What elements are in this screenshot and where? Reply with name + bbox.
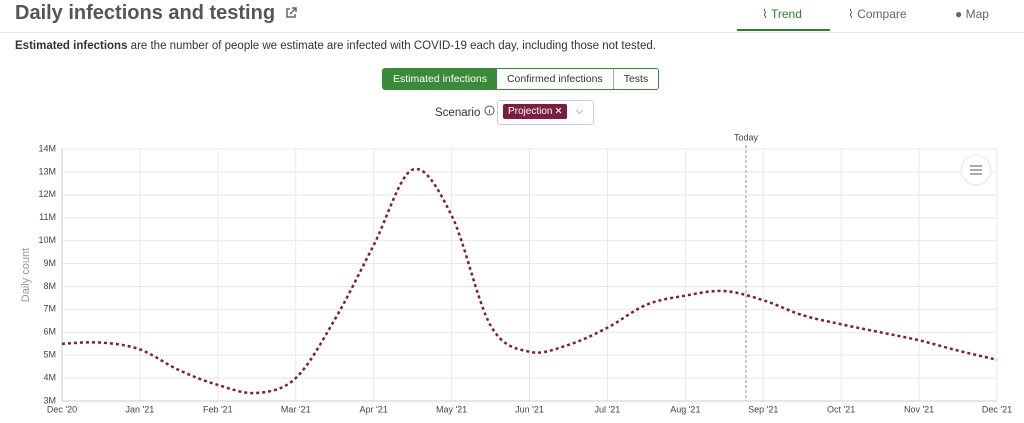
y-tick-label: 7M — [43, 304, 56, 314]
x-tick-label: Feb '21 — [203, 404, 233, 414]
x-tick-label: Oct '21 — [827, 404, 855, 414]
x-tick-label: Dec '20 — [47, 404, 77, 414]
x-tick-label: Mar '21 — [281, 404, 311, 414]
y-tick-label: 12M — [38, 189, 56, 199]
x-tick-label: May '21 — [436, 404, 467, 414]
x-tick-label: Jul '21 — [595, 404, 621, 414]
info-icon[interactable] — [484, 105, 495, 116]
description: Estimated infections are the number of p… — [15, 40, 656, 52]
chevron — [575, 109, 584, 115]
toggle-button[interactable]: Tests — [612, 69, 659, 89]
y-tick-label: 10M — [38, 235, 56, 245]
chip-remove[interactable] — [555, 107, 562, 114]
tab-label: Compare — [857, 7, 907, 21]
tab[interactable]: ● Map — [955, 7, 989, 21]
description-bold: Estimated infections — [15, 40, 128, 52]
y-tick-label: 4M — [43, 372, 56, 382]
settings-icon — [970, 165, 982, 175]
scenario-text: Scenario — [435, 107, 481, 119]
x-tick-label: Apr '21 — [360, 404, 388, 414]
chip: Projection — [503, 104, 568, 119]
y-tick-label: 13M — [38, 166, 56, 176]
description-text: are the number of people we estimate are… — [130, 40, 656, 52]
x-tick-label: Aug '21 — [670, 404, 700, 414]
page-title: Daily infections and testing — [15, 2, 297, 25]
tab-underline — [737, 29, 830, 31]
x-tick-label: Jun '21 — [515, 404, 544, 414]
title-text: Daily infections and testing — [15, 2, 276, 24]
y-tick-label: 8M — [43, 281, 56, 291]
y-tick-label: 5M — [43, 350, 56, 360]
chip-text: Projection — [508, 106, 553, 117]
toggle-button[interactable]: Estimated infections — [383, 69, 497, 89]
x-tick-label: Nov '21 — [904, 404, 934, 414]
y-tick-label: 3M — [43, 395, 56, 405]
y-tick-label: 11M — [39, 212, 56, 222]
divider — [0, 32, 1024, 33]
y-tick-label: 14M — [38, 143, 56, 153]
y-tick-label: 6M — [43, 327, 56, 337]
toggle-group: Estimated infections Confirmed infections… — [382, 68, 660, 90]
x-tick-label: Sep '21 — [748, 404, 778, 414]
x-tick-label: Jan '21 — [126, 404, 155, 414]
tab[interactable]: ⌇ Trend — [762, 7, 802, 21]
tab[interactable]: ⌇ Compare — [848, 7, 907, 21]
x-tick-label: Dec '21 — [982, 404, 1012, 414]
scenario-select[interactable]: Projection — [497, 100, 594, 125]
tab-label: Map — [965, 7, 989, 21]
scenario-label: Scenario — [435, 105, 495, 119]
toggle-button[interactable]: Confirmed infections — [506, 73, 603, 85]
external-link-icon[interactable] — [285, 7, 297, 19]
tab-label: Trend — [770, 7, 802, 21]
y-axis-label: Daily count — [20, 248, 32, 302]
today-label: Today — [734, 132, 759, 142]
y-tick-label: 9M — [43, 258, 56, 268]
